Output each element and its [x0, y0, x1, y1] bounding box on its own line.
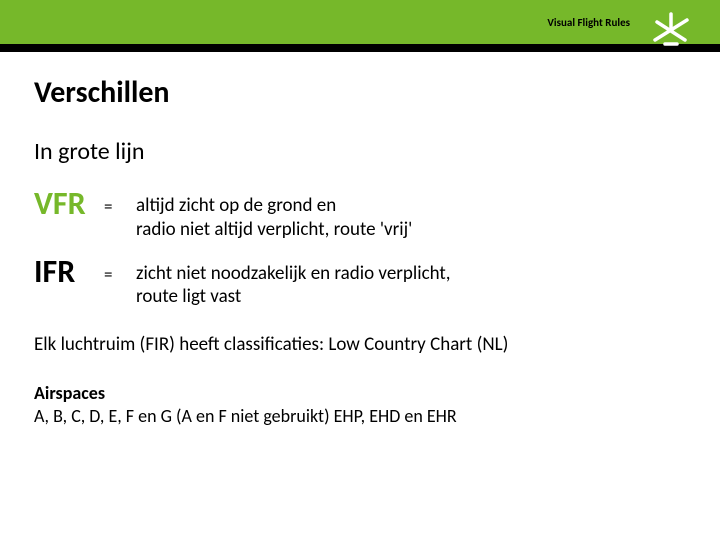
def-line: zicht niet noodzakelijk en radio verplic…: [136, 262, 451, 285]
equals-sign: =: [104, 256, 136, 285]
airspaces-list: A, B, C, D, E, F en G (A en F niet gebru…: [34, 405, 457, 427]
slide-title: Verschillen: [34, 74, 686, 111]
footnote-fir: Elk luchtruim (FIR) heeft classificaties…: [34, 333, 686, 356]
header-bar: Visual Flight Rules: [0, 0, 720, 44]
definition-text: altijd zicht op de grond en radio niet a…: [136, 188, 412, 242]
definition-row: VFR = altijd zicht op de grond en radio …: [34, 188, 686, 242]
def-line: altijd zicht op de grond en: [136, 194, 336, 217]
definition-row: IFR = zicht niet noodzakelijk en radio v…: [34, 256, 686, 310]
definition-text: zicht niet noodzakelijk en radio verplic…: [136, 256, 451, 310]
term-vfr: VFR: [34, 188, 104, 220]
def-line: route ligt vast: [136, 285, 241, 308]
slide-content: Verschillen In grote lijn VFR = altijd z…: [0, 52, 720, 427]
equals-sign: =: [104, 188, 136, 217]
slide-subtitle: In grote lijn: [34, 137, 686, 166]
header-title: Visual Flight Rules: [547, 16, 630, 29]
term-ifr: IFR: [34, 256, 104, 288]
header-divider: [0, 44, 720, 52]
header-logo-icon: [647, 8, 695, 56]
footnote-airspaces: Airspaces A, B, C, D, E, F en G (A en F …: [34, 382, 686, 427]
airspaces-label: Airspaces: [34, 382, 105, 404]
def-line: radio niet altijd verplicht, route 'vrij…: [136, 218, 412, 241]
